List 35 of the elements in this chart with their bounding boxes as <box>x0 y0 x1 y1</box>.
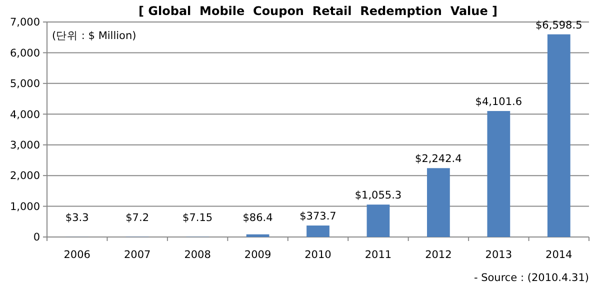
x-tick-label: 2007 <box>124 249 151 261</box>
y-tick-label: 6,000 <box>10 47 40 60</box>
y-tick-label: 2,000 <box>10 170 40 182</box>
data-label: $3.3 <box>65 212 89 224</box>
text: - Source : (2010.4.31) <box>474 272 589 284</box>
y-tick-label: 7,000 <box>10 16 40 29</box>
data-label: $6,598.5 <box>536 19 582 32</box>
x-tick-label: 2006 <box>64 249 91 261</box>
x-tick-label: 2012 <box>425 249 452 261</box>
x-tick-label: 2008 <box>184 249 211 261</box>
bar <box>306 226 330 237</box>
x-tick-label: 2010 <box>304 249 332 261</box>
y-tick-label: 1,000 <box>10 200 40 213</box>
x-tick-label: 2011 <box>364 249 392 261</box>
x-tick-label: 2013 <box>485 249 512 261</box>
data-label: $7.15 <box>182 212 213 224</box>
y-tick-label: 4,000 <box>10 108 40 121</box>
y-tick-label: 3,000 <box>10 140 40 152</box>
y-tick-label: 5,000 <box>10 78 40 90</box>
y-tick-label: 0 <box>33 232 40 244</box>
data-label: $373.7 <box>300 210 336 223</box>
chart-title: [ Global Mobile Coupon Retail Redemption Value ] <box>138 4 498 18</box>
data-label: $4,101.6 <box>475 96 522 108</box>
bar <box>547 34 570 237</box>
bar <box>487 111 510 237</box>
data-label: $1,055.3 <box>354 190 402 202</box>
x-tick-label: 2014 <box>546 249 573 261</box>
bar <box>246 234 270 237</box>
x-tick-label: 2009 <box>244 249 272 261</box>
data-label: $2,242.4 <box>415 153 462 166</box>
data-label: $86.4 <box>242 212 274 224</box>
annotation: (단위 : $ Million) <box>52 30 136 42</box>
bar <box>366 204 390 237</box>
data-label: $7.2 <box>126 212 150 224</box>
bar <box>427 168 450 237</box>
